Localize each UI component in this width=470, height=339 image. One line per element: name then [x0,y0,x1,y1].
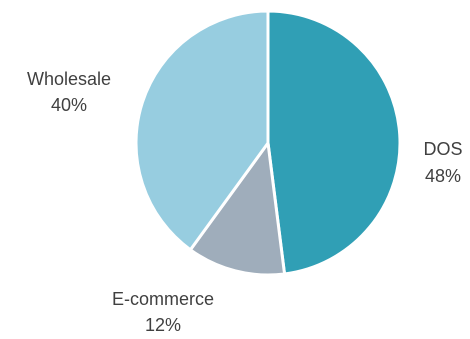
pie-slice-dos [266,9,402,276]
pie-slice-wholesale [134,9,270,252]
slice-label-wholesale: Wholesale [27,69,111,89]
slice-label-dos: DOS [423,139,462,159]
pie-slices [134,9,402,277]
pie-slice-e-commerce [188,141,287,277]
slice-value-e-commerce: 12% [145,315,181,334]
slice-value-dos: 48% [425,166,461,186]
slice-value-wholesale: 40% [51,95,87,115]
slice-label-e-commerce: E-commerce [112,289,214,309]
